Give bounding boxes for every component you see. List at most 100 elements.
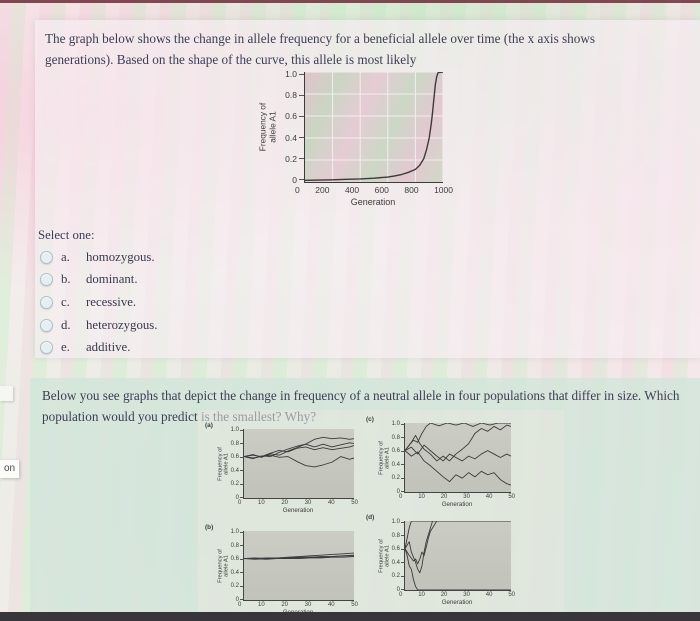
y-tick: 0.8 (285, 90, 304, 100)
left-edge-fragment-blank (0, 386, 13, 401)
y-tick: 0.6 (392, 448, 404, 454)
y-tick: 0 (236, 597, 243, 603)
x-tick: 40 (327, 602, 335, 608)
x-tick: 0 (295, 185, 300, 195)
x-tick: 0 (238, 602, 242, 608)
select-one-label: Select one: (38, 228, 95, 242)
y-tick: 0.2 (285, 154, 304, 164)
x-tick: 0 (399, 592, 403, 598)
y-axis-ticks: 1.0 0.8 0.6 0.4 0.2 0 (391, 421, 404, 495)
radio-button-icon[interactable] (40, 318, 53, 332)
x-tick: 50 (351, 500, 358, 506)
option-label: dominant. (86, 272, 138, 287)
x-tick: 20 (440, 592, 448, 598)
x-tick: 0 (399, 494, 403, 500)
y-tick: 0.4 (285, 133, 304, 143)
x-tick: 10 (418, 494, 425, 500)
option-label: additive. (86, 340, 131, 355)
y-tick: 0.8 (392, 533, 404, 539)
y-tick: 0.2 (392, 573, 404, 579)
answer-options: a. homozygous. b. dominant. c. recessive… (40, 246, 157, 359)
y-tick: 1.0 (231, 529, 243, 535)
x-axis-ticks: 0 10 20 30 40 50 (399, 592, 515, 598)
panel-c-label: (c) (366, 416, 374, 423)
x-tick: 40 (327, 500, 335, 506)
option-letter: d. (61, 317, 71, 332)
radio-button-icon[interactable] (40, 295, 53, 309)
y-axis-label: Frequency of allele A1 (378, 538, 391, 573)
top-edge-strip (0, 0, 700, 3)
x-tick: 50 (351, 602, 358, 608)
y-tick: 0.4 (392, 462, 404, 468)
x-tick: 20 (281, 602, 288, 608)
x-tick: 40 (485, 494, 493, 500)
y-tick: 0.2 (231, 481, 243, 487)
y-tick: 0 (397, 587, 404, 593)
radio-button-icon[interactable] (40, 273, 53, 287)
answer-option[interactable]: d. heterozygous. (40, 314, 157, 337)
answer-option[interactable]: a. homozygous. (40, 246, 157, 269)
y-axis-ticks: 1.0 0.8 0.6 0.4 0.2 0 (230, 529, 243, 603)
y-tick: 0.4 (231, 570, 243, 576)
x-tick: 600 (374, 185, 389, 195)
x-axis-label: Generation (350, 197, 396, 207)
x-tick: 800 (404, 185, 419, 195)
x-tick: 30 (304, 500, 312, 506)
answer-option[interactable]: e. additive. (40, 336, 157, 359)
drift-chart-c (404, 423, 511, 493)
x-tick: 20 (440, 494, 448, 500)
x-tick: 200 (315, 185, 330, 195)
y-tick: 0.8 (231, 543, 243, 549)
option-letter: b. (61, 272, 71, 287)
x-tick: 30 (463, 592, 470, 598)
x-tick: 40 (485, 592, 493, 598)
y-tick: 1.0 (392, 421, 404, 427)
option-letter: c. (61, 294, 70, 309)
y-tick: 0.6 (285, 111, 304, 121)
x-axis-label: Generation (282, 507, 314, 514)
y-tick: 1.0 (285, 69, 304, 79)
x-tick: 30 (304, 602, 312, 608)
x-tick: 50 (508, 592, 515, 598)
y-tick: 0.4 (231, 468, 243, 474)
x-tick: 20 (281, 500, 288, 506)
panel-d: (d) Frequency of allele A1 1.0 0.8 0.6 0.4 0… (366, 514, 515, 606)
y-tick: 0.6 (392, 546, 404, 552)
x-tick: 30 (463, 494, 470, 500)
option-label: heterozygous. (86, 317, 158, 332)
x-tick: 10 (257, 500, 265, 506)
y-tick: 0.2 (392, 475, 404, 481)
allele-frequency-chart (304, 72, 443, 183)
drift-chart-d (404, 521, 511, 591)
panel-b: (b) Frequency of allele A1 1.0 0.8 0.6 0.4 0… (205, 524, 358, 616)
y-axis-label: Frequency of allele A1 (217, 446, 230, 481)
x-tick: 10 (418, 592, 425, 598)
y-axis-ticks: 1.0 0.8 0.6 0.4 0.2 0 (391, 519, 404, 593)
panel-b-label: (b) (205, 524, 214, 531)
left-edge-fragment: on (0, 460, 19, 478)
question1-text: The graph below shows the change in alle… (45, 31, 596, 67)
answer-option[interactable]: b. dominant. (40, 269, 157, 292)
allele-frequency-figure: Frequency of allele A1 1.0 0.8 0.6 0.4 0.2 0 … (252, 68, 459, 211)
y-tick: 0 (397, 489, 404, 495)
radio-button-icon[interactable] (40, 341, 53, 355)
bottom-dark-bar (0, 612, 700, 621)
y-axis-ticks: 1.0 0.8 0.6 0.4 0.2 0 (230, 427, 243, 501)
y-tick: 0.2 (231, 583, 243, 589)
y-tick: 1.0 (392, 519, 404, 525)
panel-c: (c) Frequency of allele A1 1.0 0.8 0.6 0.4 0… (366, 416, 515, 508)
option-letter: a. (61, 249, 70, 264)
answer-option[interactable]: c. recessive. (40, 291, 157, 314)
x-tick: 1000 (434, 185, 453, 195)
y-axis-ticks: 1.0 0.8 0.6 0.4 0.2 0 (278, 69, 304, 185)
x-axis-ticks: 0 10 20 30 40 50 (238, 602, 358, 608)
drift-chart-a (243, 429, 354, 499)
y-axis-label: Frequency of allele A1 (378, 440, 391, 475)
y-axis-label: Frequency of allele A1 (217, 548, 230, 583)
y-axis-label: Frequency of allele A1 (257, 102, 278, 152)
x-axis-label: Generation (441, 501, 473, 508)
option-label: recessive. (86, 294, 137, 309)
x-tick: 50 (508, 494, 515, 500)
radio-button-icon[interactable] (40, 250, 53, 264)
